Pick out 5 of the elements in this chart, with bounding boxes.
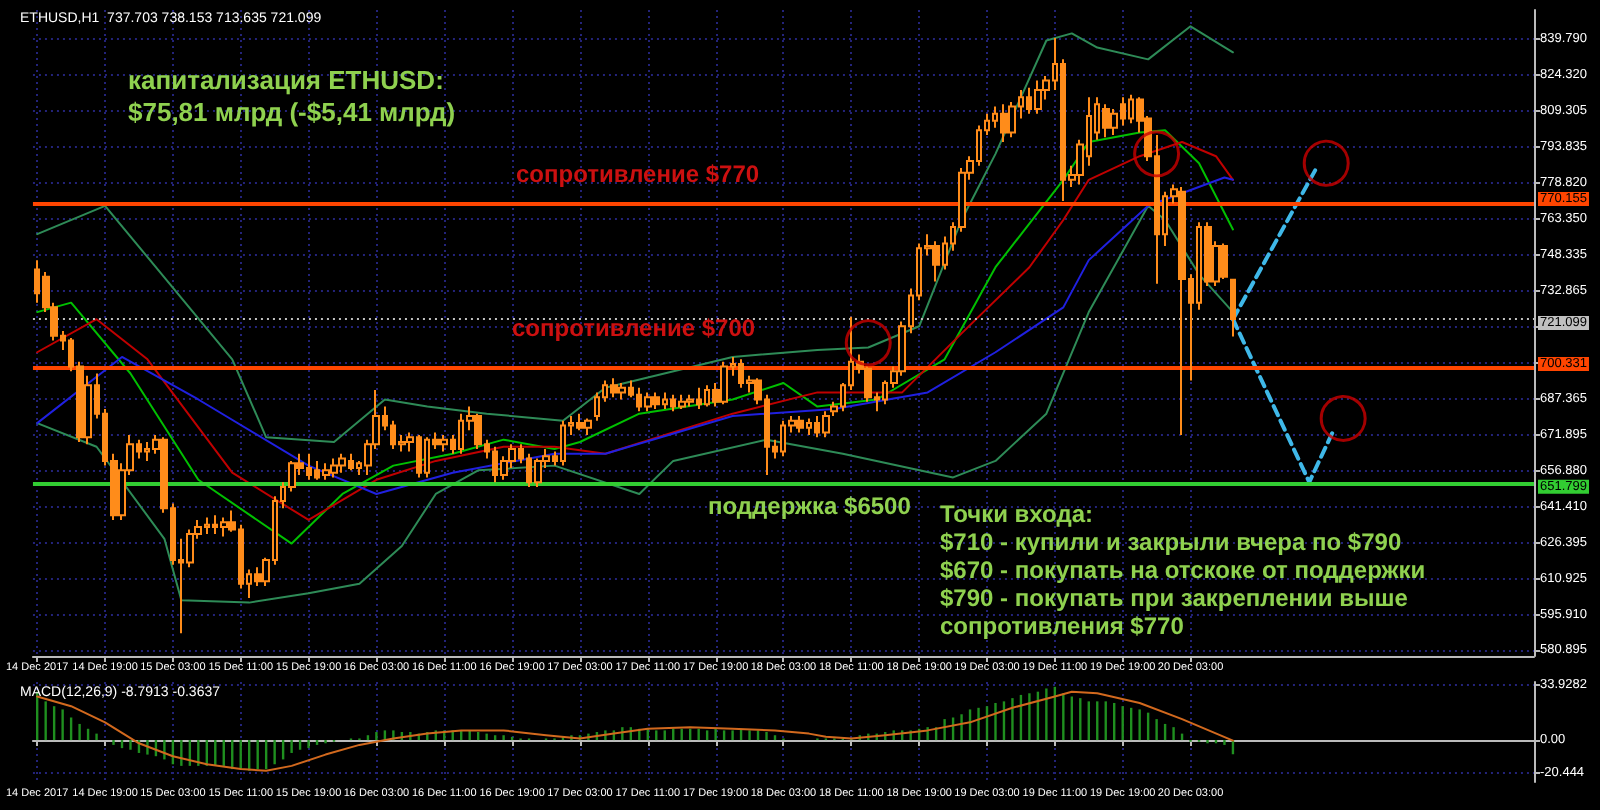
annotation: Точки входа: $710 - купили и закрыли вчера по $790 $670 - покупать на отскоке от поддержки $790 - покупать при закреплении выше сопротивления $770 (940, 500, 1426, 640)
annotation: поддержка $6500 (708, 492, 912, 520)
annotation: сопротивление $700 (512, 314, 756, 342)
annotation: капитализация ETHUSD: $75,81 млрд (-$5,41 млрд) (128, 65, 456, 127)
annotation: сопротивление $770 (516, 160, 760, 188)
